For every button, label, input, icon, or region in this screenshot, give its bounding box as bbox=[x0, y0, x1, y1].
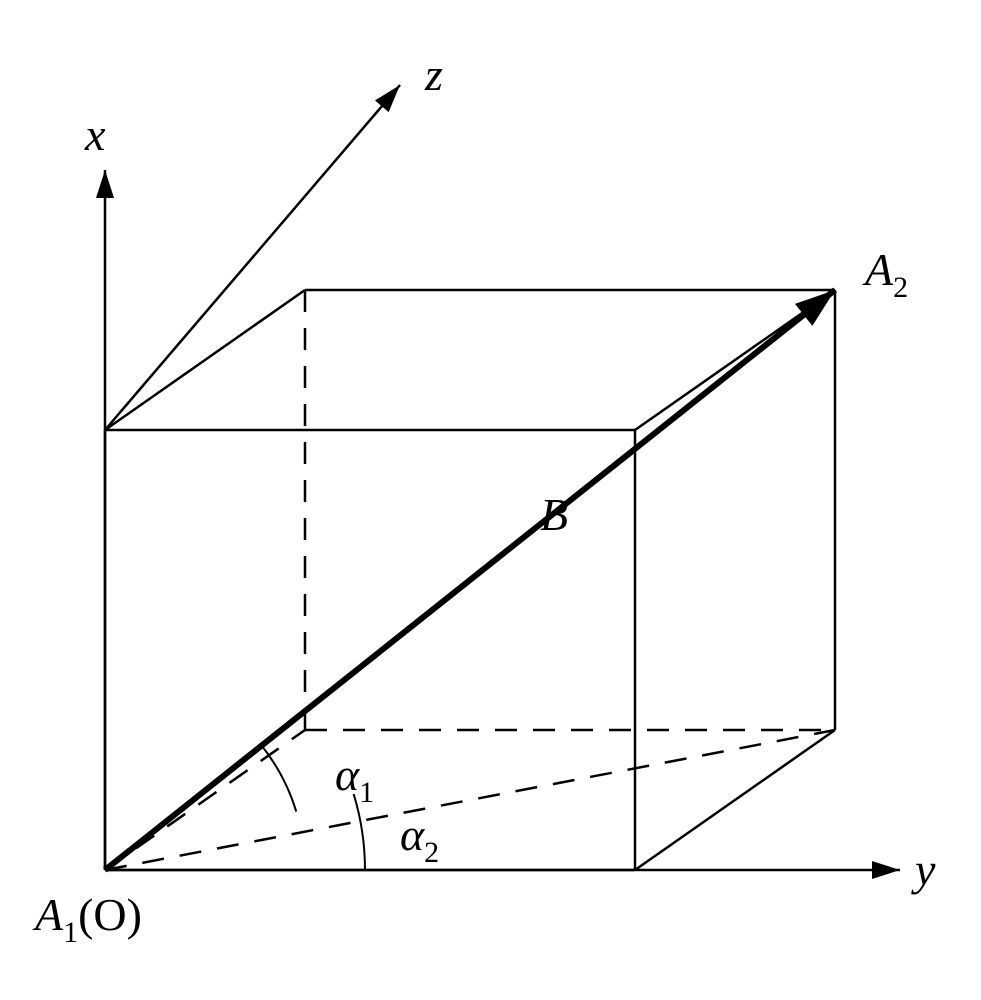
cube-edge-1 bbox=[635, 730, 835, 870]
y-axis-label: y bbox=[911, 844, 936, 895]
vector-b-label: B bbox=[540, 489, 568, 540]
z-axis bbox=[105, 85, 400, 430]
cube-edge-5 bbox=[105, 290, 305, 430]
vector-b bbox=[105, 290, 835, 870]
point-a2-label: A2 bbox=[862, 244, 908, 304]
point-a1-label: A1(O) bbox=[32, 889, 142, 949]
diagram-canvas: xyzBα1α2A1(O)A2 bbox=[0, 0, 981, 1000]
base-diagonal bbox=[105, 730, 835, 870]
angle-alpha2-label: α2 bbox=[400, 809, 439, 869]
x-axis-label: x bbox=[84, 109, 106, 160]
z-axis-label: z bbox=[424, 49, 443, 100]
